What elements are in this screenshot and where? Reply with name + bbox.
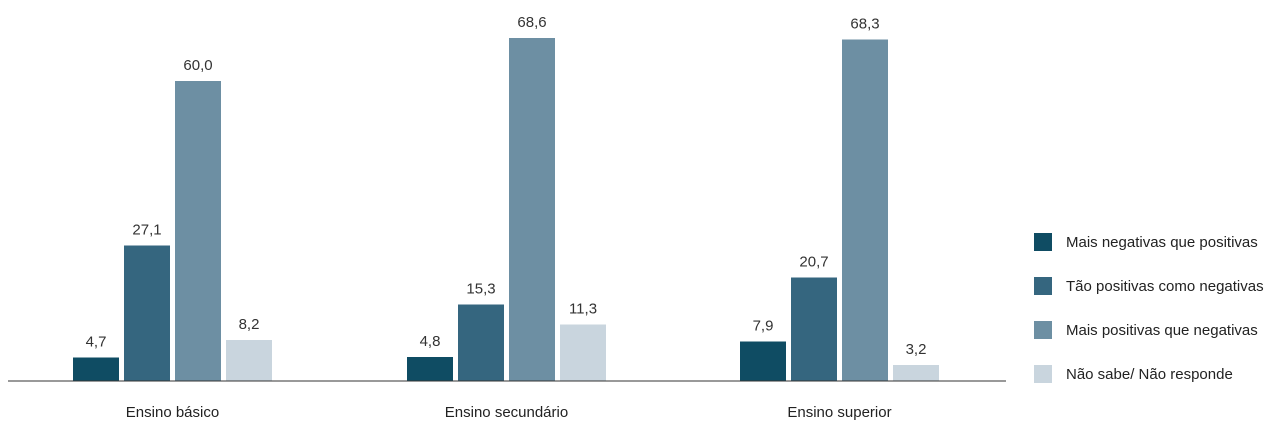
bars-layer — [73, 38, 939, 381]
bar-3-2 — [791, 277, 837, 381]
bar-1-3 — [175, 81, 221, 381]
value-label-2-3: 68,6 — [517, 14, 546, 31]
value-label-3-4: 3,2 — [906, 341, 927, 358]
legend-label-4: Não sabe/ Não responde — [1066, 366, 1233, 383]
value-label-3-3: 68,3 — [850, 16, 879, 33]
value-label-1-4: 8,2 — [239, 316, 260, 333]
bar-2-4 — [560, 324, 606, 381]
bar-3-1 — [740, 341, 786, 381]
value-label-3-1: 7,9 — [753, 318, 774, 335]
category-label-1: Ensino básico — [126, 404, 219, 421]
value-label-2-4: 11,3 — [569, 301, 597, 318]
legend-label-1: Mais negativas que positivas — [1066, 234, 1258, 251]
bar-1-1 — [73, 357, 119, 381]
value-label-1-3: 60,0 — [183, 57, 212, 74]
value-label-2-1: 4,8 — [420, 333, 441, 350]
value-label-1-2: 27,1 — [132, 222, 161, 239]
category-labels-layer: Ensino básico Ensino secundário Ensino sup… — [126, 404, 892, 421]
category-label-2: Ensino secundário — [445, 404, 568, 421]
bar-3-3 — [842, 39, 888, 381]
bar-3-4 — [893, 365, 939, 381]
legend-swatch-1 — [1034, 233, 1052, 251]
value-labels-layer: 4,7 27,1 60,0 8,2 4,8 15,3 68,6 11,3 7,9 20,7 68,3… — [86, 14, 927, 358]
bar-1-4 — [226, 340, 272, 381]
bar-2-2 — [458, 304, 504, 381]
legend-swatch-3 — [1034, 321, 1052, 339]
legend-label-3: Mais positivas que negativas — [1066, 322, 1258, 339]
category-label-3: Ensino superior — [787, 404, 891, 421]
value-label-1-1: 4,7 — [86, 334, 107, 351]
legend-label-2: Tão positivas como negativas — [1066, 278, 1264, 295]
legend-swatch-4 — [1034, 365, 1052, 383]
legend-swatch-2 — [1034, 277, 1052, 295]
bar-2-3 — [509, 38, 555, 381]
bar-1-2 — [124, 245, 170, 381]
value-label-3-2: 20,7 — [799, 254, 828, 271]
bar-2-1 — [407, 357, 453, 381]
legend: Mais negativas que positivas Tão positiva… — [1034, 233, 1264, 383]
value-label-2-2: 15,3 — [466, 281, 495, 298]
